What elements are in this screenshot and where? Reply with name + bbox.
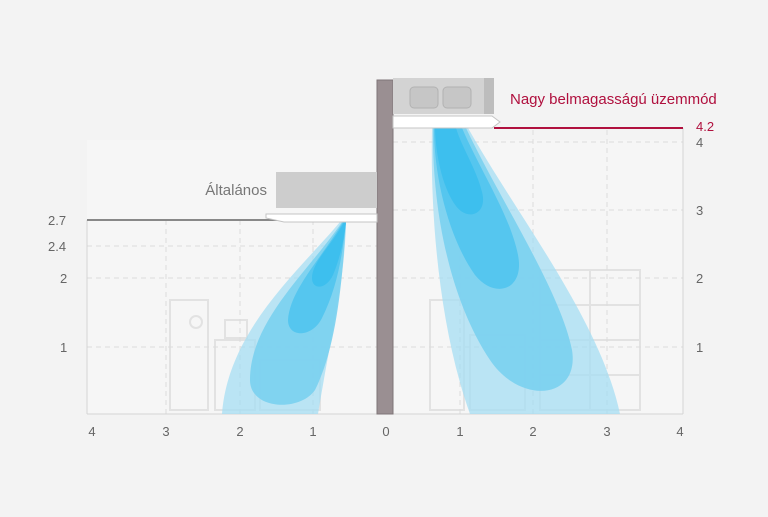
indoor-unit-high-ceiling [392,78,683,129]
left-tick: 2.7 [48,213,66,228]
left-tick: 1 [60,340,67,355]
wall [376,79,394,415]
bottom-tick: 2 [529,424,536,439]
bottom-axis: 4 3 2 1 0 1 2 3 4 [88,424,683,439]
airflow-general-mode [222,222,346,414]
left-tick: 2 [60,271,67,286]
right-tick: 3 [696,203,703,218]
ceiling-cassette-unit-icon [276,172,377,208]
right-axis: 4.2 4 3 2 1 [696,119,714,355]
indoor-unit-general [87,172,378,223]
louver-arrow-high [392,115,501,129]
airflow-high-ceiling-mode [431,128,620,414]
louver-arrow-general [265,213,378,223]
right-tick-highlight: 4.2 [696,119,714,134]
bottom-tick: 0 [382,424,389,439]
bottom-tick: 4 [88,424,95,439]
bottom-tick: 2 [236,424,243,439]
bottom-tick: 1 [456,424,463,439]
left-axis: 2.7 2.4 2 1 [48,213,67,355]
label-general-mode: Általános [205,182,267,199]
bottom-tick: 1 [309,424,316,439]
bottom-tick: 3 [603,424,610,439]
bottom-tick: 4 [676,424,683,439]
label-high-ceiling-mode: Nagy belmagasságú üzemmód [510,91,717,108]
left-tick: 2.4 [48,239,66,254]
bottom-tick: 3 [162,424,169,439]
right-tick: 2 [696,271,703,286]
right-tick: 1 [696,340,703,355]
right-tick: 4 [696,135,703,150]
